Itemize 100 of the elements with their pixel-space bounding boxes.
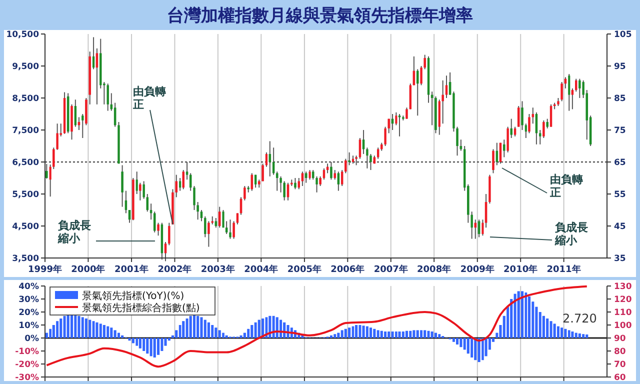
bar [63,316,66,338]
y-tick-label: 40% [18,282,40,292]
candlestick [298,178,300,190]
bar [398,332,401,338]
candlestick [542,120,545,138]
bar [330,335,332,338]
bar [118,332,120,338]
y-tick-label: -20% [15,360,40,370]
candlestick [482,219,484,236]
bar [211,325,214,338]
bar [218,330,221,338]
y2-tick-label: 100 [614,321,632,331]
bar [409,330,412,338]
candlestick [168,222,170,246]
candlestick [106,83,109,112]
bar [514,294,516,338]
annotation: 2.720 [562,311,597,326]
candlestick [539,130,542,145]
y-tick-label: 8,500 [12,94,40,104]
candlestick [153,211,156,233]
x-tick-label: 2006年 [330,264,365,275]
candlestick [280,176,282,193]
candlestick [139,182,142,201]
candlestick [182,170,185,190]
bar [578,333,581,338]
annotation: 由負轉正 [549,173,583,199]
x-tick-label: 2010年 [504,264,538,275]
bar [395,332,398,338]
candlestick [316,176,318,193]
bar [106,326,110,338]
bar [337,332,340,338]
legend-label: 景氣領先指標(YoY)(%) [82,290,184,302]
y2-tick-label: 65 [614,158,626,168]
bar [136,338,138,346]
bar [582,334,585,338]
bar [243,332,246,338]
bar [340,330,344,338]
bar [110,328,113,338]
x-tick-label: 2008年 [417,264,452,275]
candlestick [395,112,398,126]
bar [358,325,362,338]
bar [369,328,372,338]
bar [186,318,188,338]
bar [571,332,574,338]
y-tick-label: 4,500 [12,222,40,232]
bar [434,332,438,338]
candlestick [478,219,480,238]
bar [99,324,102,338]
bar [452,338,455,342]
candlestick [358,138,362,160]
candlestick [506,126,509,153]
y-tick-label: -10% [15,347,40,357]
bar [564,328,567,338]
bar [138,338,142,348]
bar [376,330,380,338]
bar [348,328,351,338]
bar [102,325,106,338]
candlestick [445,75,448,98]
y2-tick-label: 130 [614,282,632,292]
bar [586,334,588,338]
candlestick [406,107,408,120]
candlestick [355,155,358,166]
bar [74,315,77,338]
candlestick [294,178,296,190]
candlestick [366,147,368,169]
bar [146,338,149,354]
bar [225,335,228,338]
candlestick [186,162,188,180]
bar [380,330,383,338]
candlestick [524,123,527,138]
bar [193,314,196,338]
bar [420,330,423,338]
bar [550,321,552,338]
candlestick [92,36,95,70]
candlestick [308,170,311,180]
bar [121,335,124,338]
bar [482,338,484,360]
bar [240,335,242,338]
bar [388,332,390,338]
y2-tick-label: 95 [614,62,626,72]
candlestick [376,147,380,160]
candlestick [514,126,516,137]
bar [391,332,394,338]
candlestick [334,170,336,180]
annotation: 負成長縮小 [554,221,588,247]
bar [207,322,210,338]
candlestick [121,164,124,208]
bar [81,317,84,338]
y2-tick-label: 35 [614,254,626,264]
y2-tick-label: 70 [614,360,626,370]
bar [334,334,336,338]
candlestick [409,83,412,110]
y2-tick-label: 45 [614,222,626,232]
candlestick [330,162,332,180]
x-tick-label: 2005年 [287,264,322,275]
x-tick-label: 2002年 [158,264,192,275]
candlestick [46,163,48,180]
bar [49,328,52,338]
bar [189,316,192,338]
bar [132,338,134,344]
